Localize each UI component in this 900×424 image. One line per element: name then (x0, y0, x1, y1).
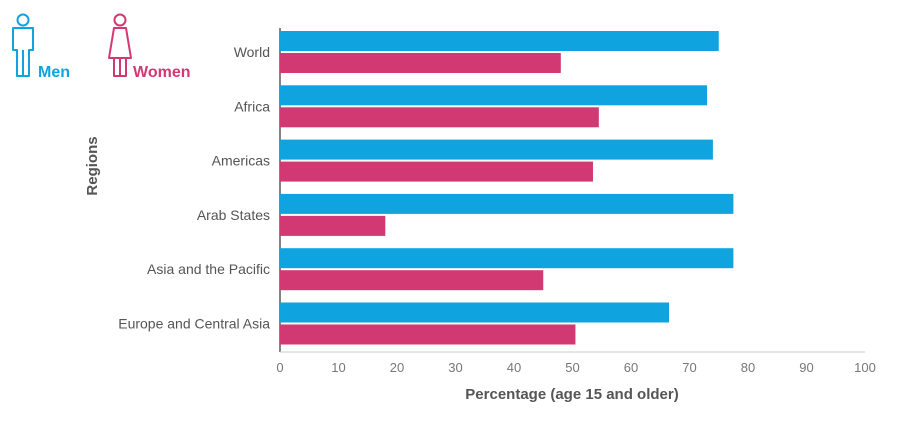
bar-men-world (280, 31, 719, 51)
bar-women-asia-and-the-pacific (280, 270, 544, 291)
category-label-africa: Africa (234, 98, 270, 114)
y-axis-title: Regions (84, 136, 101, 195)
x-axis-title: Percentage (age 15 and older) (465, 386, 678, 403)
bar-women-europe-and-central-asia (280, 324, 576, 345)
category-label-americas: Americas (212, 153, 270, 169)
x-tick-30: 30 (448, 360, 462, 375)
bar-men-asia-and-the-pacific (280, 248, 734, 269)
man-icon (12, 13, 34, 77)
bar-women-arab-states (280, 215, 386, 236)
x-tick-80: 80 (741, 360, 755, 375)
woman-icon (108, 13, 132, 77)
bar-women-africa (280, 107, 599, 128)
x-tick-60: 60 (624, 360, 638, 375)
x-tick-90: 90 (799, 360, 813, 375)
bar-women-world (280, 53, 561, 73)
category-label-asia-and-the-pacific: Asia and the Pacific (147, 261, 270, 277)
category-label-arab-states: Arab States (197, 207, 270, 223)
x-tick-20: 20 (390, 360, 404, 375)
category-labels: World Africa Americas Arab States Asia and t… (118, 44, 270, 332)
x-tick-10: 10 (331, 360, 345, 375)
legend-men: Men (12, 13, 70, 81)
x-tick-40: 40 (507, 360, 521, 375)
legend-women: Women (108, 13, 190, 81)
x-tick-100: 100 (854, 360, 876, 375)
bar-men-arab-states (280, 193, 734, 214)
x-tick-0: 0 (276, 360, 283, 375)
bars-group (280, 31, 734, 345)
legend-label-women: Women (133, 64, 190, 81)
bar-men-africa (280, 85, 708, 106)
category-label-world: World (234, 44, 270, 60)
legend-label-men: Men (38, 64, 70, 81)
x-tick-labels: 0 10 20 30 40 50 60 70 80 90 100 (276, 360, 875, 375)
bar-women-americas (280, 161, 593, 182)
x-tick-70: 70 (682, 360, 696, 375)
x-tick-50: 50 (565, 360, 579, 375)
category-label-europe-and-central-asia: Europe and Central Asia (118, 316, 270, 332)
bar-men-europe-and-central-asia (280, 302, 670, 323)
bar-men-americas (280, 139, 713, 160)
